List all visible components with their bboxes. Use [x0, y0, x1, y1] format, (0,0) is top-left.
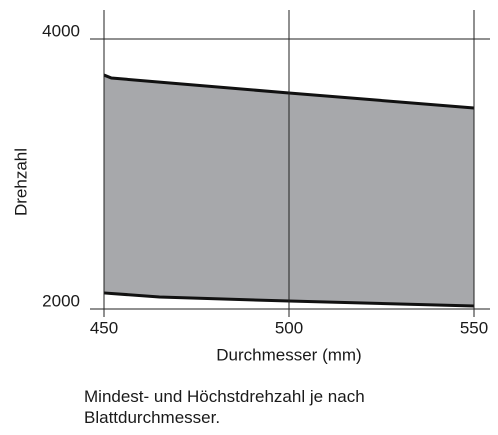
x-axis-label: Durchmesser (mm)	[216, 345, 361, 364]
x-tick-label: 500	[275, 318, 303, 337]
x-tick-label: 550	[460, 318, 488, 337]
caption: Mindest- und Höchstdrehzahl je nach Blat…	[84, 387, 365, 427]
y-axis-label: Drehzahl	[11, 148, 30, 216]
y-tick-label: 4000	[42, 22, 80, 41]
x-tick-label: 450	[90, 318, 118, 337]
y-tick-label: 2000	[42, 291, 80, 310]
range-line	[103, 73, 475, 110]
range-line	[103, 291, 475, 308]
